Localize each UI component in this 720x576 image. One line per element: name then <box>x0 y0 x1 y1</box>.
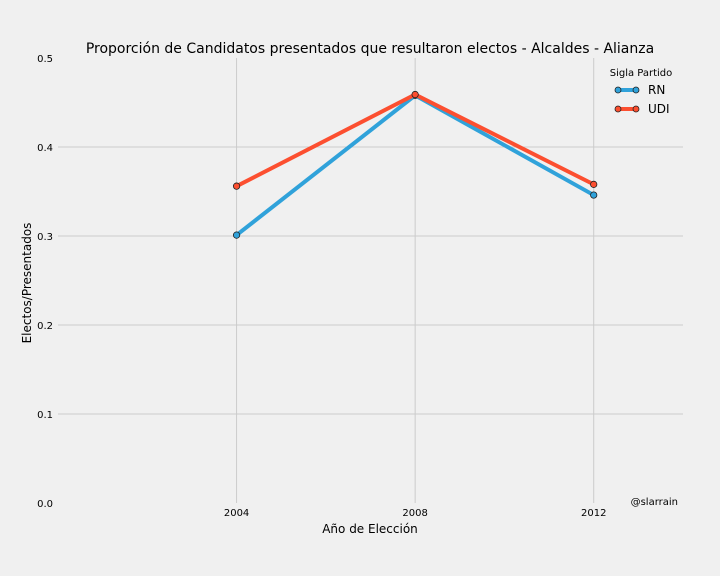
data-point-udi <box>232 182 241 190</box>
y-tick-label: 0.5 <box>37 54 53 65</box>
data-point-udi <box>411 90 419 99</box>
legend: Sigla Partido RN UDI <box>610 68 673 116</box>
legend-label-udi: UDI <box>648 102 670 116</box>
y-tick-label: 0.0 <box>37 499 53 510</box>
legend-marker-rn <box>614 86 622 94</box>
x-axis-label: Año de Elección <box>322 522 418 536</box>
x-tick-label: 2004 <box>224 508 249 519</box>
legend-marker-rn <box>632 86 640 94</box>
data-point-rn <box>232 231 241 239</box>
annotation-text: @slarrain <box>631 497 678 508</box>
legend-title: Sigla Partido <box>610 68 673 79</box>
legend-label-rn: RN <box>648 83 665 97</box>
y-tick-label: 0.4 <box>37 143 53 154</box>
y-tick-label: 0.2 <box>37 321 53 332</box>
chart-title: Proporción de Candidatos presentados que… <box>86 41 654 57</box>
y-tick-label: 0.3 <box>37 232 53 243</box>
y-axis-ticks: 0.0 0.1 0.2 0.3 0.4 0.5 <box>37 54 53 510</box>
legend-marker-udi <box>614 105 622 113</box>
data-point-rn <box>590 191 598 199</box>
y-axis-label: Electos/Presentados <box>20 223 34 344</box>
legend-marker-udi <box>632 105 640 113</box>
x-tick-label: 2008 <box>402 508 427 519</box>
x-axis-ticks: 2004 2008 2012 <box>224 508 607 519</box>
series-group <box>232 90 598 239</box>
grid-lines <box>58 58 683 503</box>
x-tick-label: 2012 <box>581 508 606 519</box>
data-point-udi <box>590 180 598 188</box>
y-tick-label: 0.1 <box>37 410 53 421</box>
